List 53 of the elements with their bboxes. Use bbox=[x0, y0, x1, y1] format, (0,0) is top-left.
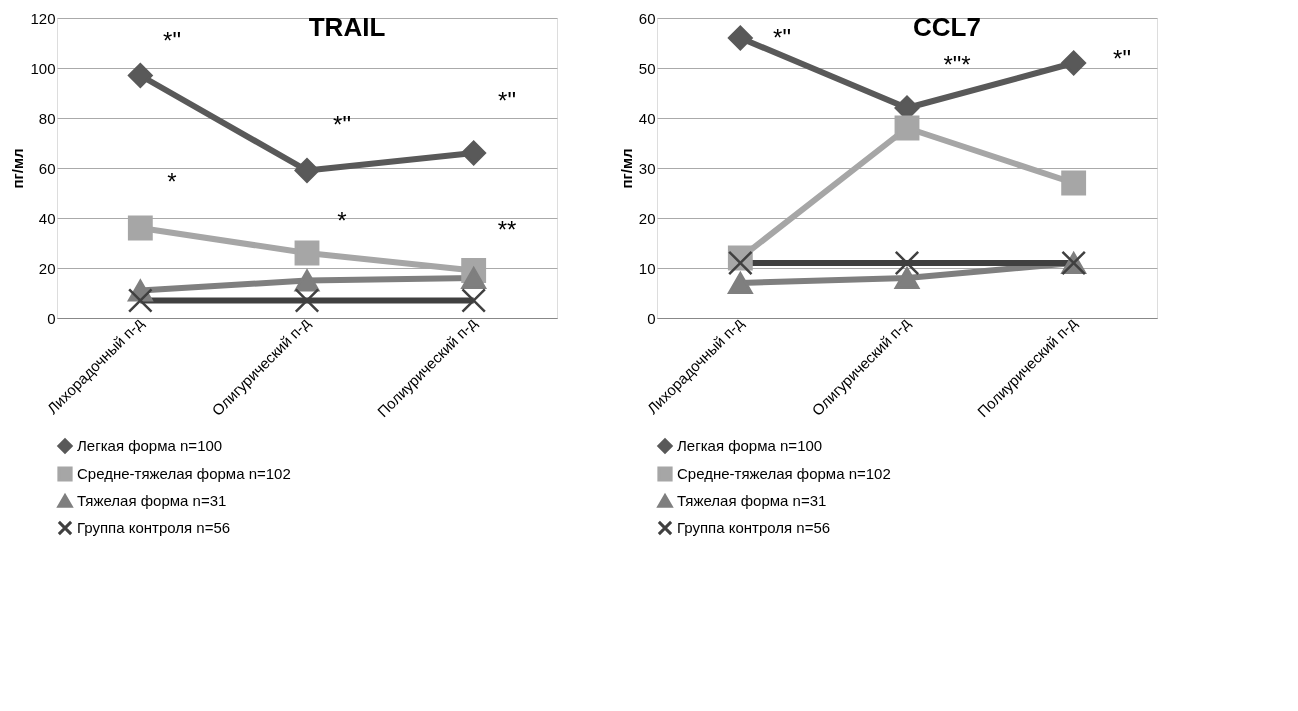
point bbox=[294, 158, 320, 183]
y-tick-label: 100 bbox=[30, 59, 56, 77]
chart-title: CCL7 bbox=[913, 12, 981, 42]
y-tick-label: 10 bbox=[638, 259, 656, 277]
point bbox=[727, 25, 753, 51]
y-tick-label: 30 bbox=[638, 159, 656, 177]
point bbox=[727, 250, 753, 276]
point bbox=[461, 140, 487, 166]
legend-label: Тяжелая форма n=31 bbox=[677, 492, 827, 509]
legend-label: Средне-тяжелая форма n=102 bbox=[677, 465, 891, 482]
annotation: * bbox=[337, 207, 347, 234]
legend-label: Группа контроля n=56 bbox=[77, 519, 231, 536]
point bbox=[894, 250, 920, 276]
annotation: *" bbox=[333, 111, 351, 138]
y-tick-label: 0 bbox=[647, 309, 656, 327]
legend-label: Легкая форма n=100 bbox=[677, 437, 823, 454]
point bbox=[894, 267, 920, 289]
annotation: *" bbox=[773, 24, 791, 51]
legend-label: Легкая форма n=100 bbox=[77, 437, 223, 454]
annotation: ** bbox=[497, 216, 517, 243]
point bbox=[294, 240, 320, 266]
annotation: *" bbox=[1113, 45, 1131, 72]
y-tick-label: 60 bbox=[638, 9, 656, 27]
annotation: *" bbox=[163, 27, 181, 54]
legend-label: Тяжелая форма n=31 bbox=[77, 492, 227, 509]
point bbox=[1061, 50, 1087, 76]
y-tick-label: 80 bbox=[38, 109, 56, 127]
y-tick-label: 120 bbox=[30, 9, 56, 27]
y-tick-label: 40 bbox=[638, 109, 656, 127]
annotation: *" bbox=[498, 87, 516, 114]
y-tick-label: 20 bbox=[638, 209, 656, 227]
point bbox=[127, 63, 153, 88]
y-axis-title: пг/мл bbox=[617, 148, 635, 189]
point bbox=[127, 215, 153, 241]
point bbox=[461, 267, 487, 289]
y-axis-title: пг/мл bbox=[9, 148, 27, 189]
y-tick-label: 20 bbox=[38, 259, 56, 277]
y-tick-label: 0 bbox=[47, 309, 56, 327]
point bbox=[1061, 170, 1087, 196]
chart-title: TRAIL bbox=[308, 12, 386, 42]
point bbox=[127, 288, 153, 313]
annotation: *"* bbox=[943, 51, 971, 78]
point bbox=[894, 115, 920, 141]
annotation: * bbox=[167, 168, 177, 195]
y-tick-label: 50 bbox=[638, 59, 656, 77]
point bbox=[294, 269, 320, 292]
y-tick-label: 60 bbox=[38, 159, 56, 177]
point bbox=[727, 272, 753, 294]
point bbox=[294, 288, 320, 313]
legend-label: Группа контроля n=56 bbox=[677, 519, 831, 536]
point bbox=[461, 288, 487, 313]
y-tick-label: 40 bbox=[38, 209, 56, 227]
legend-label: Средне-тяжелая форма n=102 bbox=[77, 465, 291, 482]
